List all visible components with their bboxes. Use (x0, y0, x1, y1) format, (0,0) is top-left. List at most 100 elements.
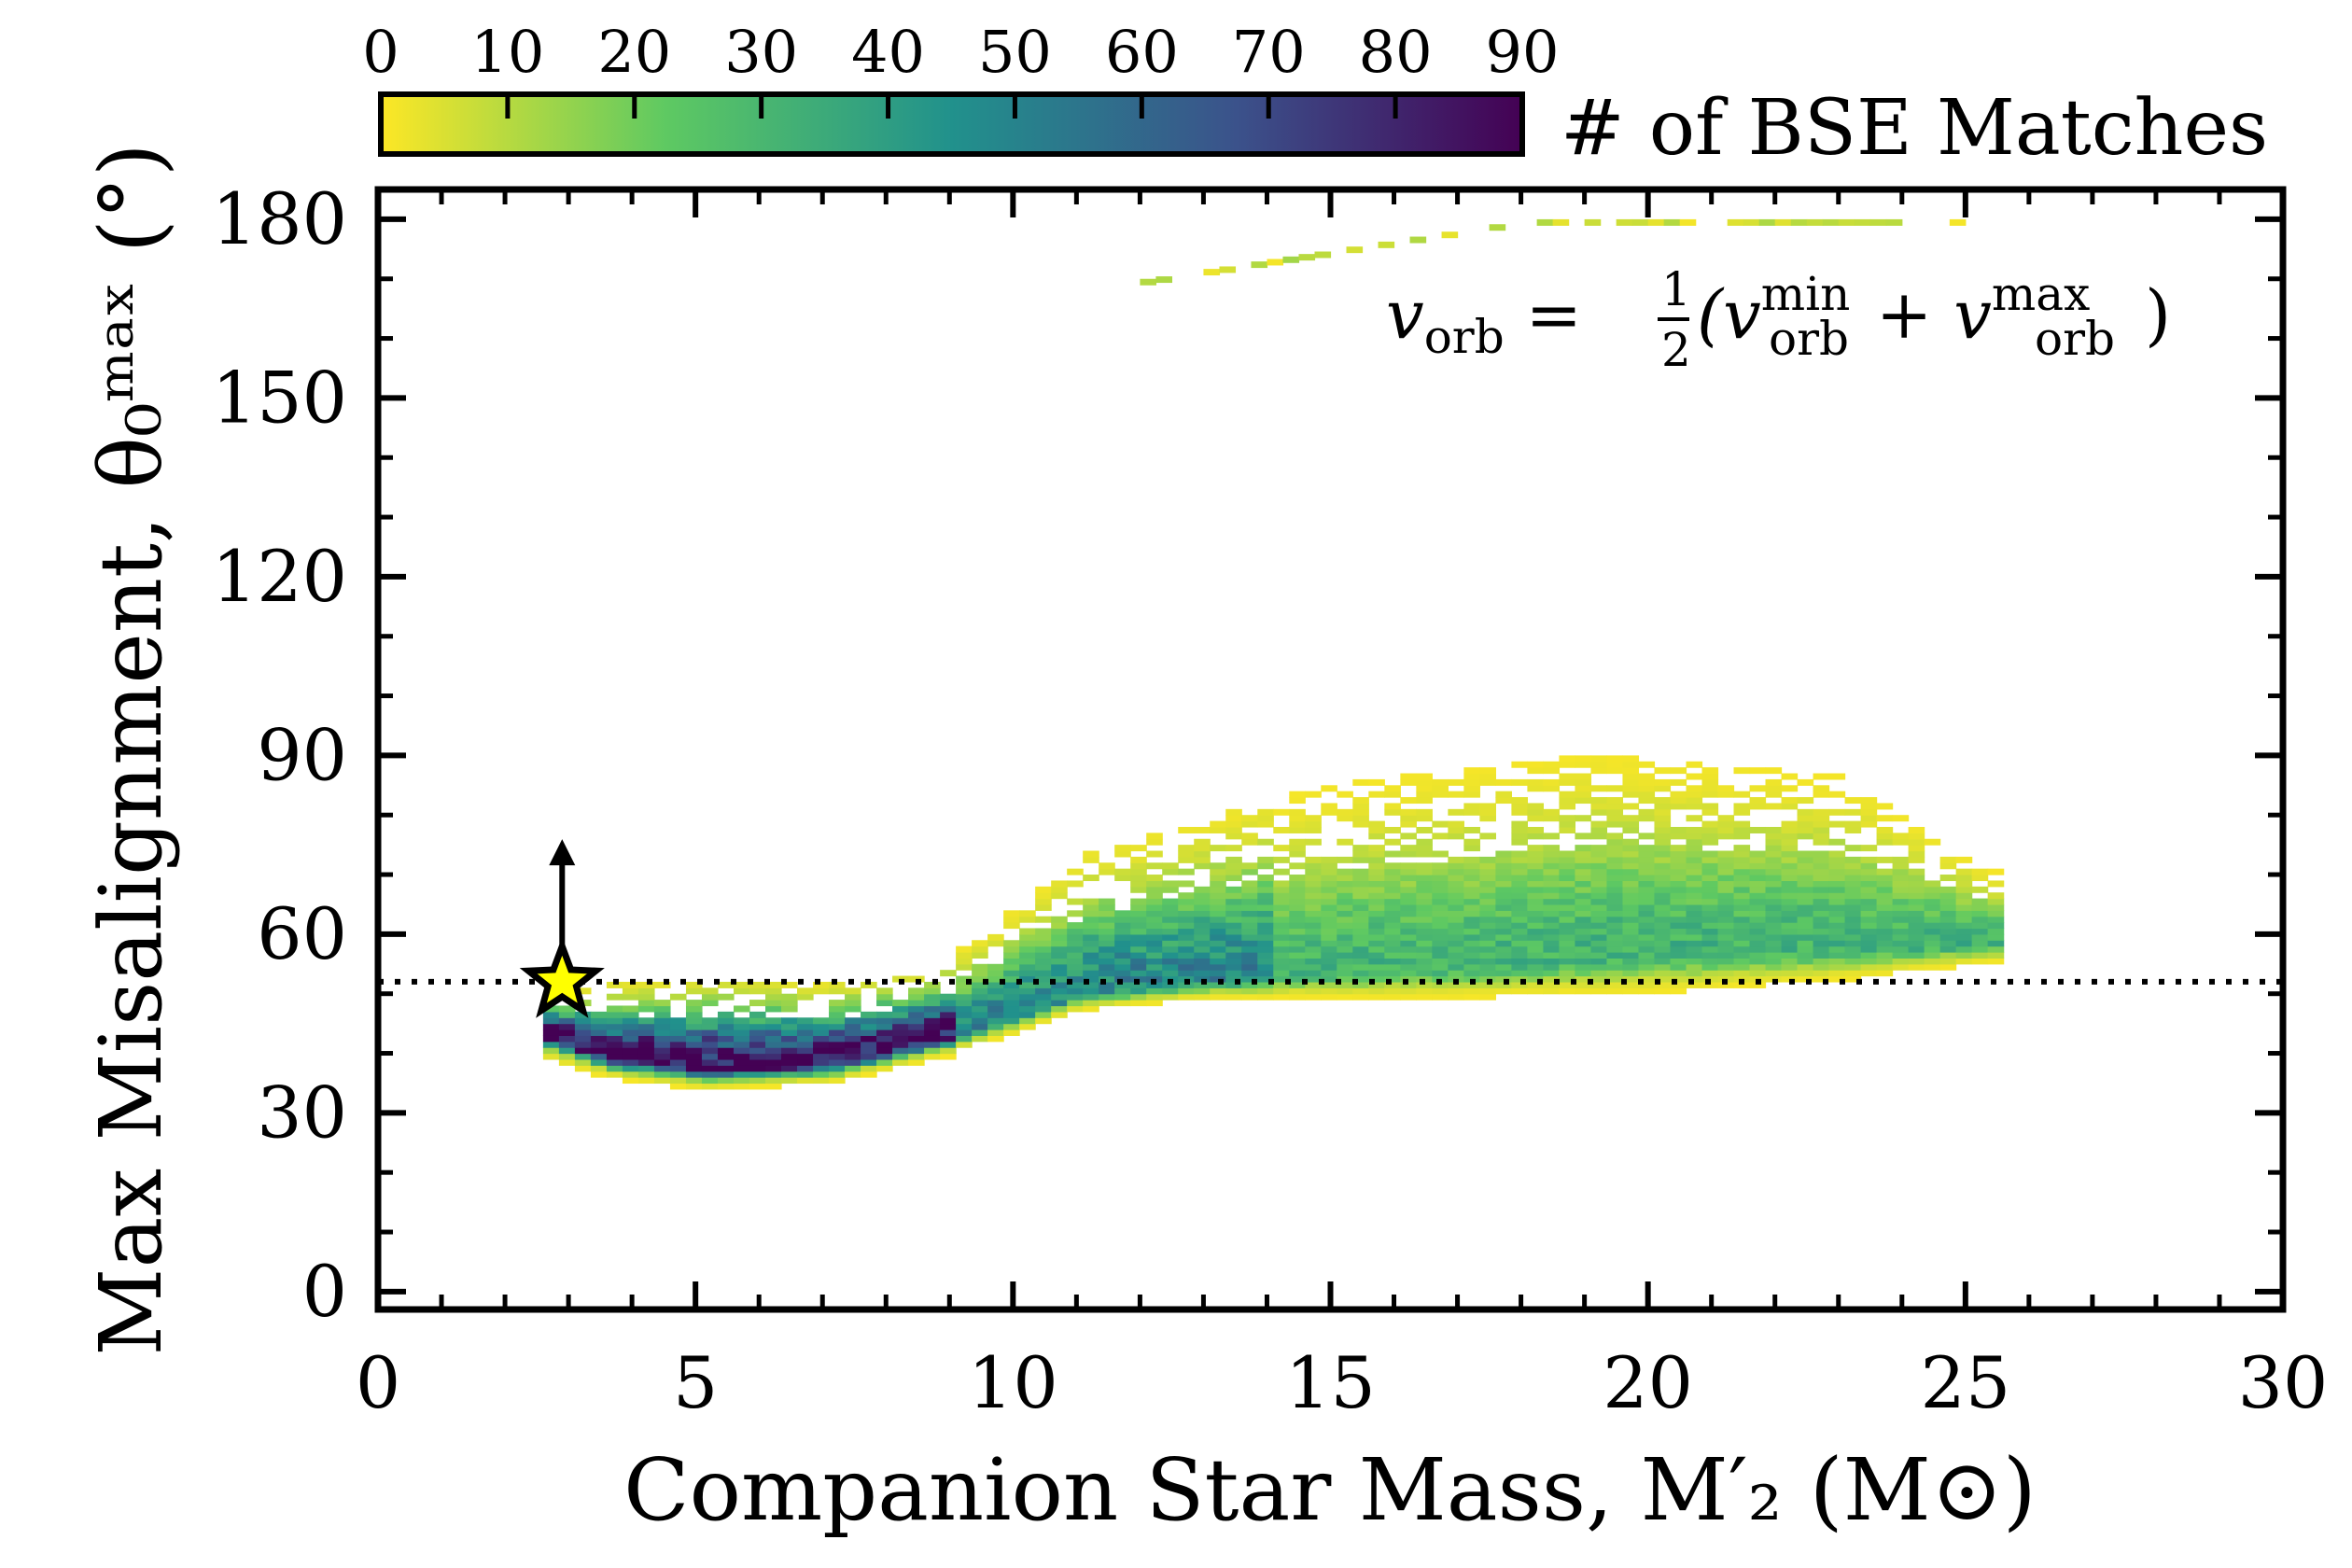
heatmap-cell (1130, 1000, 1147, 1007)
heatmap-cell (1670, 833, 1687, 840)
heatmap-cell (908, 1029, 925, 1036)
heatmap-cell (1860, 910, 1878, 917)
heatmap-cell (1511, 868, 1529, 875)
heatmap-cell (1368, 826, 1385, 833)
heatmap-cell (1130, 875, 1147, 882)
heatmap-cell (1955, 910, 1973, 917)
heatmap-cell (1813, 958, 1830, 965)
heatmap-cell (1527, 886, 1545, 893)
heatmap-cell (1273, 868, 1290, 875)
heatmap-cell (1225, 940, 1242, 947)
heatmap-cell (1146, 838, 1163, 846)
heatmap-cell (1305, 910, 1322, 917)
heatmap-cell (1701, 856, 1719, 863)
heatmap-cell (1511, 886, 1529, 893)
heatmap-cell (1749, 797, 1767, 805)
heatmap-cell (1337, 838, 1353, 846)
heatmap-cell (876, 1029, 893, 1036)
heatmap-cell (876, 1053, 893, 1060)
heatmap-cell (876, 1023, 893, 1030)
heatmap-cell (1575, 987, 1592, 995)
heatmap-cell (1067, 933, 1084, 941)
heatmap-cell (1686, 785, 1703, 792)
heatmap-cell (1479, 875, 1496, 882)
heatmap-cell (574, 1035, 592, 1043)
heatmap-cell (1559, 940, 1576, 947)
heatmap-cell (829, 981, 846, 988)
heatmap-cell (1289, 850, 1306, 858)
heatmap-cell (1368, 875, 1385, 882)
heatmap-cell (1622, 886, 1640, 893)
heatmap-cell (1368, 958, 1385, 965)
heatmap-cell (1781, 868, 1799, 875)
heatmap-cell (1701, 952, 1719, 959)
heatmap-cell (1400, 903, 1417, 911)
heatmap-cell (1416, 892, 1433, 900)
heatmap-cell (1892, 903, 1910, 911)
heatmap-cell (829, 1071, 846, 1078)
heatmap-cell (1686, 910, 1703, 917)
heatmap-cell (1067, 880, 1084, 888)
heatmap-cell (1860, 963, 1878, 971)
heatmap-cell (1813, 791, 1830, 798)
heatmap-cell (1321, 880, 1337, 888)
heatmap-cell (1797, 892, 1814, 900)
heatmap-cell (1241, 898, 1258, 905)
heatmap-cell (1828, 808, 1846, 816)
heatmap-cell (1511, 808, 1529, 816)
heatmap-cell (1194, 970, 1211, 977)
heatmap-cell (1876, 892, 1894, 900)
heatmap-cell (1892, 963, 1910, 971)
heatmap-cell (1225, 833, 1242, 840)
heatmap-cell (590, 1041, 608, 1048)
heatmap-cell (1194, 826, 1211, 833)
heatmap-cell (1352, 875, 1369, 882)
heatmap-cell (1606, 767, 1624, 775)
heatmap-cell (1701, 778, 1719, 786)
heatmap-cell (637, 1065, 655, 1072)
heatmap-cell (1749, 856, 1767, 863)
heatmap-cell (1575, 785, 1592, 792)
colorbar-gradient (378, 91, 1525, 157)
heatmap-cell (637, 1071, 655, 1078)
heatmap-cell (1067, 868, 1084, 875)
heatmap-cell (1892, 880, 1910, 888)
heatmap-cell (1527, 856, 1545, 863)
heatmap-cell (1717, 922, 1735, 930)
heatmap-cell (1939, 928, 1957, 935)
heatmap-cell (1860, 970, 1878, 977)
heatmap-cell (1987, 898, 2005, 905)
heatmap-cell (1559, 761, 1576, 768)
heatmap-cell (1828, 910, 1846, 917)
heatmap-cell (1749, 945, 1767, 953)
heatmap-cell (1162, 945, 1179, 953)
heatmap-cell (1590, 981, 1608, 988)
heatmap-cell (1035, 1011, 1052, 1018)
heatmap-cell (1146, 928, 1163, 935)
heatmap-cell (876, 993, 893, 1001)
heatmap-cell (1321, 862, 1337, 870)
heatmap-cell (1606, 808, 1624, 816)
heatmap-cell (606, 1029, 623, 1036)
heatmap-cell (1337, 987, 1353, 995)
heatmap-cell (1162, 922, 1179, 930)
heatmap-cell (1536, 218, 1554, 226)
heatmap-cell (1559, 803, 1576, 810)
heatmap-cell (685, 1083, 703, 1090)
heatmap-cell (956, 975, 973, 983)
heatmap-cell (1781, 970, 1799, 977)
heatmap-cell (1717, 958, 1735, 965)
heatmap-cell (1495, 928, 1512, 935)
heatmap-cell (972, 987, 988, 995)
heatmap-cell (1210, 820, 1226, 828)
heatmap-cell (1622, 862, 1640, 870)
heatmap-cell (1559, 958, 1576, 965)
heatmap-cell (1289, 815, 1306, 822)
heatmap-cell (1527, 970, 1545, 977)
heatmap-cell (829, 1041, 846, 1048)
heatmap-cell (1305, 820, 1322, 828)
heatmap-cell (1225, 933, 1242, 941)
heatmap-cell (1733, 875, 1751, 882)
heatmap-cell (685, 1053, 703, 1060)
heatmap-cell (1654, 845, 1672, 852)
